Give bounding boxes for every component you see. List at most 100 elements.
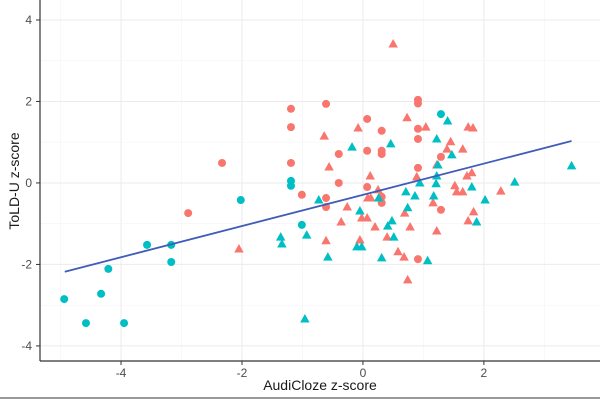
data-point-red-circle xyxy=(413,255,422,264)
data-point-red-circle xyxy=(334,178,343,187)
data-point-teal-triangle xyxy=(275,232,286,241)
data-point-teal-circle xyxy=(297,220,306,229)
data-point-teal-triangle xyxy=(386,138,396,148)
data-point-red-circle xyxy=(218,158,227,167)
y-axis-title: ToLD-U z-score xyxy=(6,132,22,229)
data-point-red-triangle xyxy=(319,131,329,140)
data-point-red-triangle xyxy=(234,243,244,253)
data-point-teal-triangle xyxy=(382,221,393,230)
data-point-teal-triangle xyxy=(347,142,357,151)
data-point-red-triangle xyxy=(370,221,380,231)
y-tick-label: 0 xyxy=(25,176,32,190)
tick-labels: -4 -2 0 2 -4 -2 0 2 4 xyxy=(21,13,487,380)
data-point-red-circle xyxy=(334,150,343,159)
data-point-red-triangle xyxy=(336,217,346,226)
x-tick-label: -4 xyxy=(116,366,127,380)
data-point-teal-triangle xyxy=(389,232,399,241)
data-point-teal-triangle xyxy=(467,182,477,191)
data-point-red-circle xyxy=(322,99,331,108)
data-point-teal-circle xyxy=(104,264,113,273)
data-point-red-triangle xyxy=(405,221,415,231)
data-point-teal-triangle xyxy=(300,314,310,323)
data-point-red-circle xyxy=(436,205,445,214)
data-point-teal-triangle xyxy=(277,239,287,248)
data-point-teal-triangle xyxy=(314,195,324,204)
y-tick-label: 2 xyxy=(25,94,32,108)
data-point-red-triangle xyxy=(355,234,365,244)
data-point-red-circle xyxy=(363,114,372,123)
data-point-red-triangle xyxy=(362,212,372,222)
data-point-red-triangle xyxy=(442,144,452,153)
data-point-teal-triangle xyxy=(422,255,433,265)
data-point-red-triangle xyxy=(363,193,373,202)
data-point-red-triangle xyxy=(421,122,431,131)
data-point-red-triangle xyxy=(451,186,462,196)
data-point-red-triangle xyxy=(393,246,403,256)
data-point-red-triangle xyxy=(402,274,413,284)
data-point-red-triangle xyxy=(399,252,409,261)
data-point-red-circle xyxy=(286,158,295,167)
y-tick-label: -4 xyxy=(21,339,32,353)
data-point-red-triangle xyxy=(324,162,334,171)
data-point-red-circle xyxy=(377,150,386,159)
data-point-teal-triangle xyxy=(480,195,490,204)
data-point-red-triangle xyxy=(462,171,472,180)
data-point-red-triangle xyxy=(468,206,479,216)
data-point-red-triangle xyxy=(399,208,410,217)
data-point-teal-triangle xyxy=(376,252,387,262)
data-point-teal-circle xyxy=(143,240,152,249)
data-point-teal-triangle xyxy=(431,133,442,143)
data-point-red-triangle xyxy=(467,167,477,177)
data-point-red-circle xyxy=(413,124,422,133)
data-point-teal-triangle xyxy=(323,252,333,261)
data-point-red-triangle xyxy=(468,122,478,132)
x-axis-title: AudiCloze z-score xyxy=(263,377,377,393)
data-point-teal-triangle xyxy=(428,190,439,200)
data-point-red-circle xyxy=(363,146,372,155)
y-tick-label: 4 xyxy=(25,13,32,27)
data-point-red-triangle xyxy=(450,180,460,190)
data-point-teal-circle xyxy=(60,295,69,304)
y-tick-label: -2 xyxy=(21,257,32,271)
data-point-teal-triangle xyxy=(387,215,397,225)
data-point-red-triangle xyxy=(457,144,468,153)
data-point-teal-circle xyxy=(81,319,90,328)
data-point-red-triangle xyxy=(457,186,468,196)
data-point-teal-triangle xyxy=(433,160,443,169)
data-point-teal-triangle xyxy=(410,190,420,200)
data-points xyxy=(60,39,577,328)
data-point-teal-triangle xyxy=(509,177,520,186)
data-point-teal-circle xyxy=(97,289,106,298)
data-point-red-triangle xyxy=(445,136,456,146)
data-point-red-triangle xyxy=(365,171,375,180)
data-point-teal-triangle xyxy=(402,202,413,212)
data-point-teal-triangle xyxy=(301,230,312,239)
data-point-red-triangle xyxy=(342,201,352,211)
data-point-red-circle xyxy=(413,99,422,108)
data-point-teal-triangle xyxy=(415,177,425,187)
data-point-red-triangle xyxy=(428,197,438,207)
data-point-teal-triangle xyxy=(471,217,482,226)
data-point-teal-triangle xyxy=(431,178,441,188)
data-point-red-circle xyxy=(297,190,306,199)
data-point-teal-triangle xyxy=(566,160,577,170)
grid xyxy=(40,0,600,361)
data-point-red-circle xyxy=(377,126,386,135)
data-point-red-circle xyxy=(413,163,422,172)
data-point-teal-triangle xyxy=(442,116,453,125)
data-point-teal-circle xyxy=(286,181,295,190)
data-point-red-triangle xyxy=(431,226,442,235)
data-point-teal-triangle xyxy=(373,193,384,202)
regression-line xyxy=(64,140,572,273)
data-point-teal-circle xyxy=(236,196,245,205)
data-point-teal-circle xyxy=(436,110,445,119)
data-point-red-triangle xyxy=(463,215,473,225)
data-point-red-circle xyxy=(322,194,331,203)
data-point-red-circle xyxy=(286,104,295,113)
data-point-teal-triangle xyxy=(401,186,411,196)
x-tick-label: 2 xyxy=(481,366,488,380)
data-point-red-circle xyxy=(436,152,445,161)
data-point-red-triangle xyxy=(412,171,422,181)
x-tick-label: 0 xyxy=(360,366,367,380)
